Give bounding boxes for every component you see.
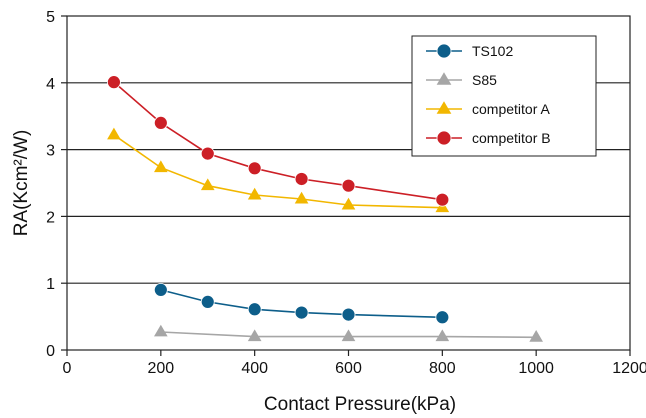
data-point-3-6 bbox=[435, 192, 450, 207]
data-point-1-0 bbox=[154, 324, 168, 337]
data-point-0-2 bbox=[247, 302, 262, 317]
legend-swatch-marker-3 bbox=[436, 130, 452, 146]
y-tick-label-1: 1 bbox=[46, 276, 55, 293]
data-point-3-0 bbox=[107, 75, 121, 90]
series-2 bbox=[107, 127, 450, 213]
data-point-2-5 bbox=[341, 197, 356, 210]
data-point-3-2 bbox=[200, 146, 215, 161]
x-tick-label-0: 0 bbox=[63, 360, 72, 377]
data-point-1-3 bbox=[435, 329, 450, 342]
data-point-3-4 bbox=[294, 172, 309, 186]
data-point-2-3 bbox=[247, 187, 262, 200]
data-point-2-1 bbox=[154, 160, 168, 173]
data-point-0-0 bbox=[153, 282, 168, 297]
data-point-0-5 bbox=[435, 310, 450, 325]
legend-label-0: TS102 bbox=[472, 43, 513, 59]
x-tick-label-1: 200 bbox=[147, 360, 174, 377]
series-line-3 bbox=[113, 81, 443, 201]
legend-swatch-marker-2 bbox=[436, 101, 452, 114]
x-tick-label-5: 1000 bbox=[518, 360, 554, 377]
series-line-0 bbox=[160, 289, 443, 319]
legend: TS102 S85 competitor A competitor B bbox=[411, 35, 597, 157]
data-point-1-1 bbox=[247, 329, 262, 342]
data-point-2-4 bbox=[294, 191, 309, 204]
series-1 bbox=[154, 324, 543, 342]
y-tick-label-4: 4 bbox=[46, 76, 55, 93]
series-0 bbox=[153, 282, 450, 325]
x-axis-title: Contact Pressure(kPa) bbox=[264, 394, 456, 415]
x-tick-label-2: 400 bbox=[241, 360, 268, 377]
x-tick-label-4: 800 bbox=[429, 360, 456, 377]
legend-label-3: competitor B bbox=[472, 130, 551, 146]
legend-swatch-marker-1 bbox=[436, 72, 452, 85]
data-point-0-3 bbox=[294, 305, 309, 320]
y-tick-label-2: 2 bbox=[46, 209, 55, 226]
y-tick-label-5: 5 bbox=[46, 9, 55, 26]
data-point-2-0 bbox=[107, 127, 121, 140]
legend-label-1: S85 bbox=[472, 72, 497, 88]
x-tick-label-6: 1200 bbox=[612, 360, 646, 377]
data-point-0-4 bbox=[341, 307, 356, 322]
x-tick-label-3: 600 bbox=[335, 360, 362, 377]
data-point-2-2 bbox=[200, 178, 215, 191]
legend-swatch-marker-0 bbox=[436, 43, 452, 59]
series-3 bbox=[107, 75, 450, 207]
data-point-3-3 bbox=[247, 161, 262, 176]
y-tick-label-0: 0 bbox=[46, 343, 55, 360]
y-tick-label-3: 3 bbox=[46, 143, 55, 160]
x-axis-ticks: 0 200 400 600 800 1000 1200 bbox=[63, 350, 646, 377]
series-layer bbox=[107, 75, 543, 342]
y-axis-ticks: 0 1 2 3 4 5 bbox=[46, 9, 67, 360]
y-axis-title: RA(Kcm²/W) bbox=[11, 130, 32, 237]
data-point-3-1 bbox=[153, 115, 168, 130]
data-point-3-5 bbox=[341, 178, 356, 193]
data-point-1-2 bbox=[341, 329, 356, 342]
data-point-1-4 bbox=[529, 330, 543, 342]
data-point-0-1 bbox=[200, 295, 215, 309]
legend-label-2: competitor A bbox=[472, 101, 550, 117]
